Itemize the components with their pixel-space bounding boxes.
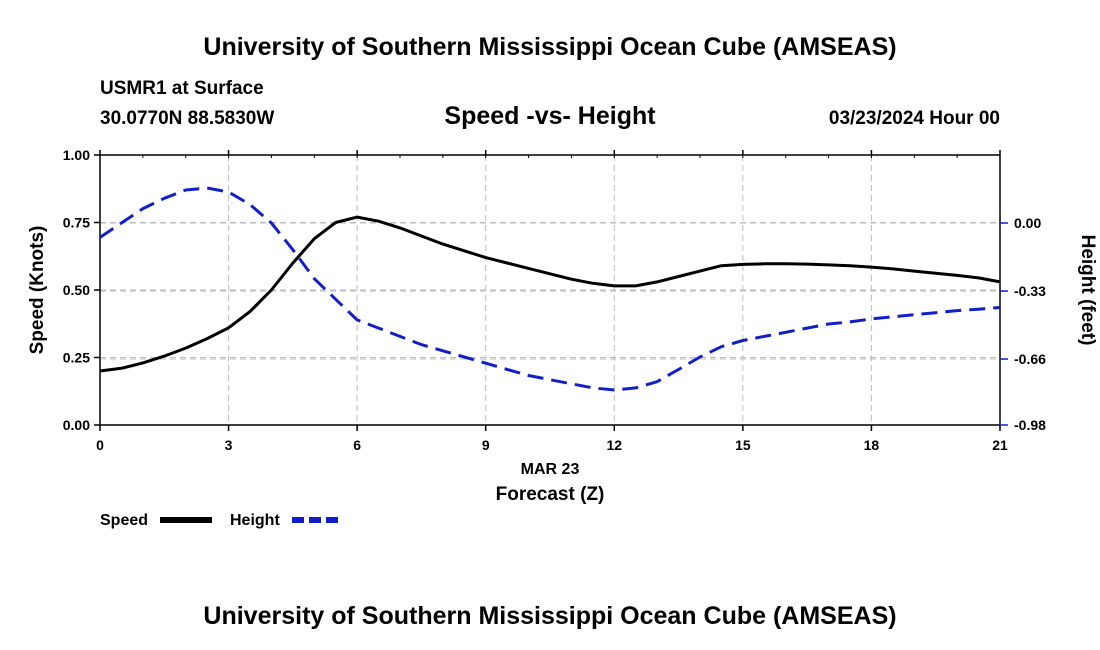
coords-label: 30.0770N 88.5830W	[100, 108, 274, 129]
legend-label-height: Height	[230, 512, 280, 529]
x-tick-label: 0	[96, 437, 104, 453]
y2-tick-label: -0.98	[1014, 417, 1046, 433]
series-line-height	[99, 186, 1001, 392]
x-tick-label: 15	[735, 437, 751, 453]
y2-axis-label: Height (feet)	[1077, 235, 1098, 346]
legend-label-speed: Speed	[100, 512, 148, 529]
y-tick-label: 0.00	[63, 417, 90, 433]
y-tick-label: 0.25	[63, 350, 90, 366]
x-tick-label: 18	[864, 437, 880, 453]
title-top: University of Southern Mississippi Ocean…	[203, 33, 896, 61]
y2-tick-label: -0.33	[1014, 283, 1046, 299]
y2-tick-label: -0.66	[1014, 351, 1046, 367]
x-tick-label: 12	[606, 437, 622, 453]
axis-ticks: 0 3 6 9 12 15 18 21 0.00 0.25 0.50 0.75 1.00 -0.98 -0.…	[63, 147, 1046, 453]
x-tick-label: 9	[482, 437, 490, 453]
y2-tick-label: 0.00	[1014, 215, 1041, 231]
legend: Speed Height	[100, 512, 342, 529]
station-label: USMR1 at Surface	[100, 78, 264, 99]
y-tick-label: 0.75	[63, 215, 90, 231]
datetime-label: 03/23/2024 Hour 00	[829, 108, 1000, 129]
x-axis-sublabel: MAR 23	[521, 461, 580, 478]
y-tick-label: 1.00	[63, 147, 90, 163]
y-axis-label: Speed (Knots)	[27, 226, 48, 355]
x-axis-label: Forecast (Z)	[496, 484, 605, 505]
chart-title: Speed -vs- Height	[444, 102, 656, 130]
y-tick-label: 0.50	[63, 282, 90, 298]
x-tick-label: 6	[353, 437, 361, 453]
series-line-speed	[99, 215, 1001, 373]
series-lines	[99, 186, 1001, 392]
title-bottom: University of Southern Mississippi Ocean…	[203, 602, 896, 630]
x-tick-label: 21	[992, 437, 1008, 453]
x-tick-label: 3	[225, 437, 233, 453]
